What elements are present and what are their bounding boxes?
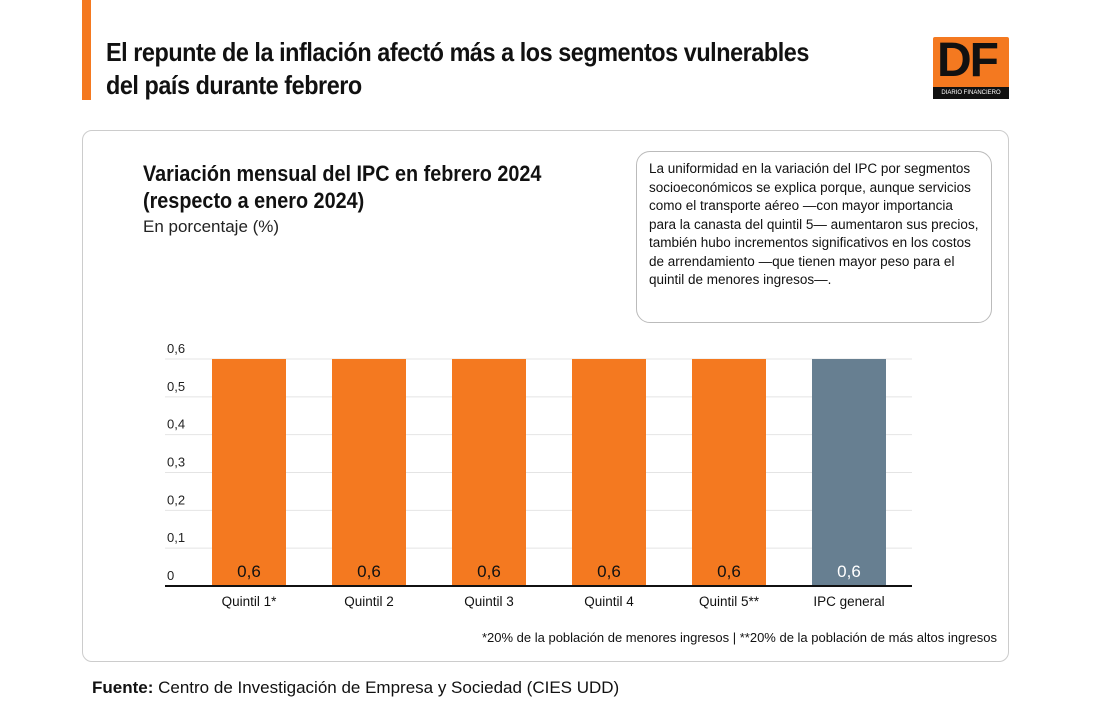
y-tick-label: 0,5 (167, 379, 185, 394)
y-tick-label: 0,4 (167, 417, 185, 432)
source: Fuente: Centro de Investigación de Empre… (92, 678, 620, 697)
bar (812, 359, 886, 586)
note-box: La uniformidad en la variación del IPC p… (636, 151, 992, 323)
y-tick-label: 0,2 (167, 492, 185, 507)
x-tick-label: Quintil 4 (584, 594, 634, 609)
data-label: 0,6 (357, 562, 381, 581)
data-label: 0,6 (717, 562, 741, 581)
bar (572, 359, 646, 586)
chart-subtitle: En porcentaje (%) (143, 217, 280, 236)
chart-card (82, 130, 1009, 662)
chart-title: Variación mensual del IPC en febrero 202… (143, 161, 542, 213)
bar (692, 359, 766, 586)
footnote: *20% de la población de menores ingresos… (481, 630, 997, 645)
x-tick-label: IPC general (813, 594, 884, 609)
x-tick-label: Quintil 1* (222, 594, 278, 609)
data-label: 0,6 (477, 562, 501, 581)
accent-bar (82, 0, 91, 100)
bar (212, 359, 286, 586)
data-label: 0,6 (597, 562, 621, 581)
x-tick-label: Quintil 3 (464, 594, 514, 609)
bar (452, 359, 526, 586)
page-title: El repunte de la inflación afectó más a … (106, 37, 809, 100)
data-label: 0,6 (837, 562, 861, 581)
bar (332, 359, 406, 586)
y-tick-label: 0,1 (167, 530, 185, 545)
data-label: 0,6 (237, 562, 261, 581)
x-tick-label: Quintil 5** (699, 594, 760, 609)
y-tick-label: 0,3 (167, 455, 185, 470)
x-tick-label: Quintil 2 (344, 594, 394, 609)
logo: DF DIARIO FINANCIERO (933, 34, 1009, 99)
y-tick-label: 0,6 (167, 341, 185, 356)
y-tick-label: 0 (167, 568, 174, 583)
